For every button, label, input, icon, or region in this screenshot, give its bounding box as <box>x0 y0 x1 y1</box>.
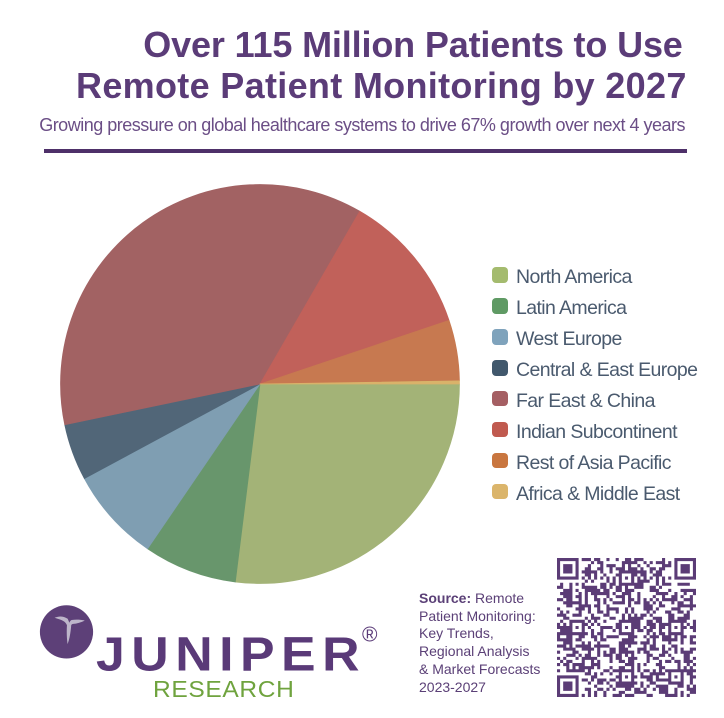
svg-text:RESEARCH: RESEARCH <box>153 676 295 702</box>
svg-text:JUNIPER: JUNIPER <box>96 629 366 682</box>
svg-text:®: ® <box>362 624 378 647</box>
